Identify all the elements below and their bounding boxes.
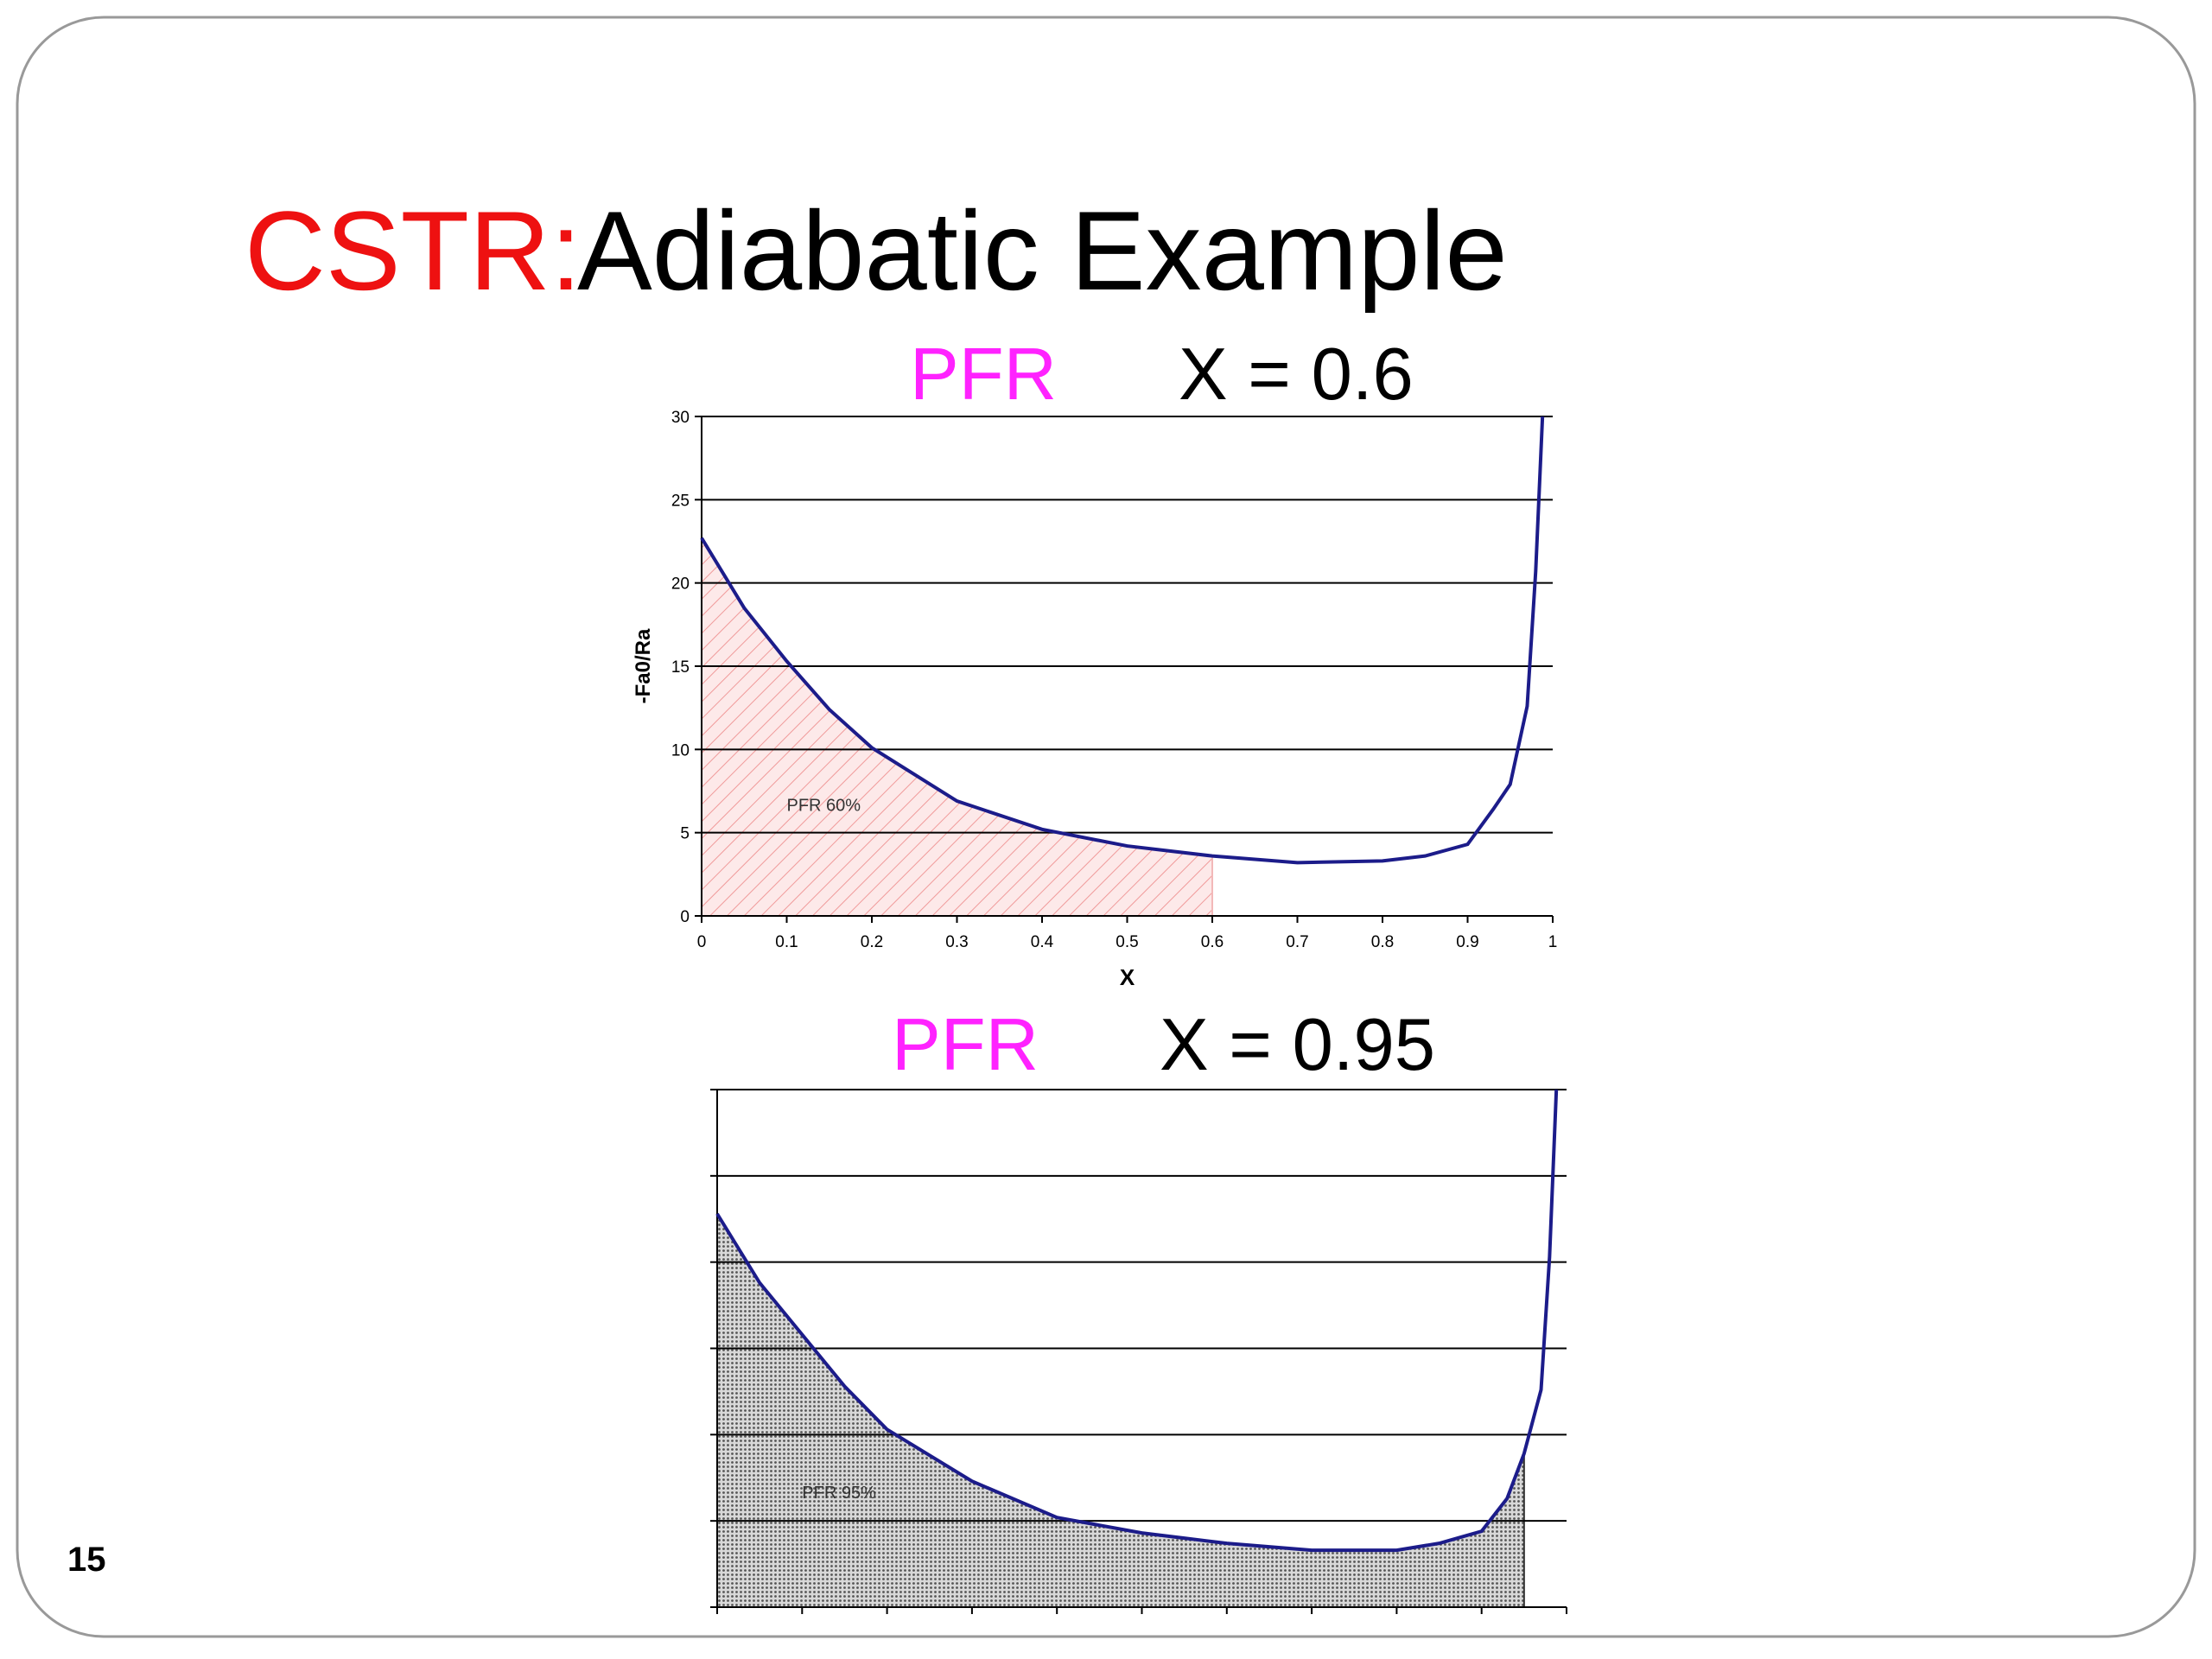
chart: PFR X = 0.95 PFR 95%	[710, 1004, 1567, 1614]
y-tick-label: 5	[680, 825, 690, 843]
x-tick-label: 0.1	[775, 933, 798, 951]
y-tick-label: 30	[671, 409, 690, 427]
shaded-area	[702, 537, 1212, 916]
slide-title-prefix: CSTR:	[245, 188, 582, 314]
x-tick-label: 0.4	[1031, 933, 1054, 951]
x-tick-label: 0.5	[1116, 933, 1138, 951]
x-tick-label: 0.6	[1201, 933, 1224, 951]
x-tick-label: 0.9	[1456, 933, 1478, 951]
slide-frame	[16, 16, 2196, 1638]
x-tick-label: 0.8	[1371, 933, 1394, 951]
x-tick-label: 0.2	[861, 933, 883, 951]
page-number: 15	[67, 1541, 106, 1579]
chart-title: PFR	[892, 1004, 1039, 1086]
chart-title: PFR	[910, 334, 1057, 416]
y-tick-label: 10	[671, 741, 690, 760]
shaded-area	[717, 1213, 1524, 1607]
y-tick-label: 15	[671, 658, 690, 677]
y-tick-label: 0	[680, 908, 690, 926]
data-line	[715, 1089, 1559, 1553]
y-tick-label: 25	[671, 492, 690, 510]
x-tick-label: 0.7	[1286, 933, 1308, 951]
chart-subtitle: X = 0.95	[1160, 1004, 1435, 1086]
chart-subtitle: X = 0.6	[1179, 334, 1414, 416]
x-tick-label: 0	[697, 933, 707, 951]
slide-title: Adiabatic Example	[577, 188, 1508, 314]
annotation: PFR 95%	[802, 1484, 876, 1503]
y-axis-label: -Fa0/Ra	[632, 628, 655, 703]
data-line	[700, 416, 1545, 865]
y-tick-label: 20	[671, 575, 690, 594]
annotation: PFR 60%	[787, 797, 861, 816]
x-tick-label: 1	[1548, 933, 1558, 951]
chart: PFR X = 0.6 0 5 10 15 20 25 30 0 0.1 0.2 0.3 0.4 0.5 0.…	[632, 334, 1557, 990]
x-axis-label: X	[1120, 964, 1135, 990]
x-tick-label: 0.3	[945, 933, 968, 951]
